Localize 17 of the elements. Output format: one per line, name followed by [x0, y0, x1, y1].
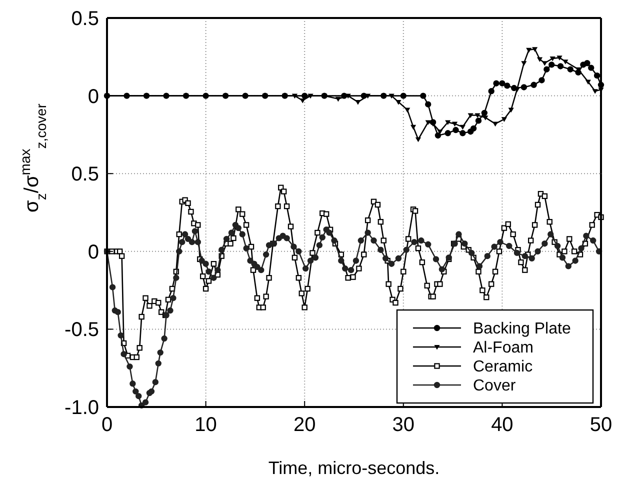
x-tick-label: 40	[491, 414, 514, 436]
y-tick-label: 0.5	[71, 8, 99, 30]
legend-label: Backing Plate	[473, 320, 571, 338]
x-axis-title: Time, micro-seconds.	[268, 458, 440, 478]
x-tick-label: 50	[590, 414, 612, 436]
y-tick-label: 0.5	[71, 164, 99, 186]
y-tick-label: -1.0	[64, 397, 99, 419]
x-tick-label: 0	[101, 414, 113, 436]
x-tick-label: 20	[293, 414, 316, 436]
legend-label: Ceramic	[473, 358, 533, 376]
legend-label: Al-Foam	[473, 340, 534, 357]
y-tick-label: 0	[88, 241, 99, 264]
y-tick-label: -0.5	[64, 319, 99, 342]
legend-label: Cover	[473, 378, 516, 395]
x-tick-label: 10	[194, 414, 217, 436]
y-tick-label: 0	[88, 86, 99, 108]
x-tick-label: 30	[392, 414, 415, 436]
